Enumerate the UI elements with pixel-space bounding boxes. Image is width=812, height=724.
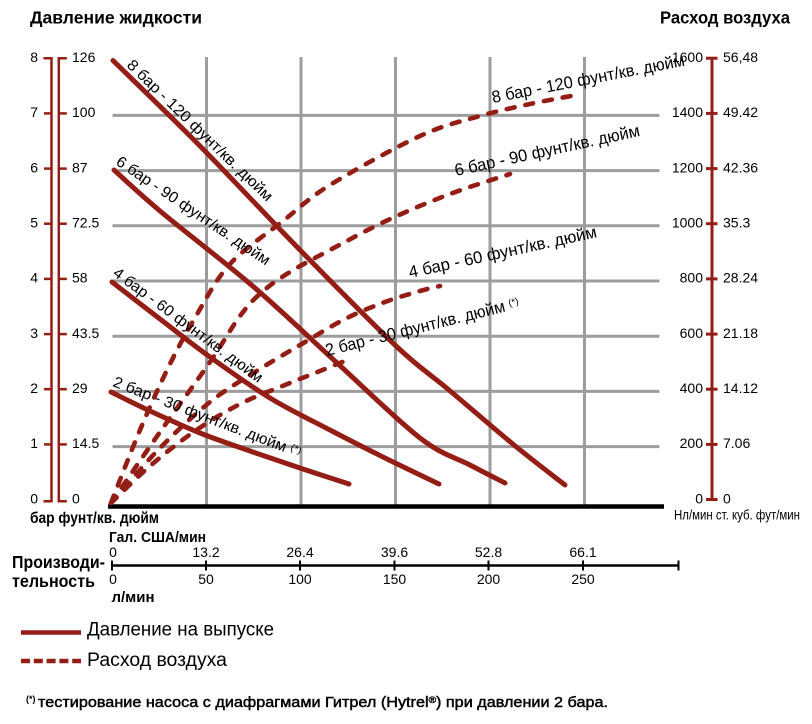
svg-text:13.2: 13.2 bbox=[192, 544, 219, 560]
svg-text:49.42: 49.42 bbox=[723, 104, 758, 120]
svg-text:56,48: 56,48 bbox=[723, 49, 758, 65]
svg-text:бар фунт/кв. дюйм: бар фунт/кв. дюйм bbox=[30, 510, 159, 527]
svg-text:28.24: 28.24 bbox=[723, 270, 758, 286]
svg-text:250: 250 bbox=[571, 571, 595, 587]
svg-text:1400: 1400 bbox=[672, 104, 703, 120]
svg-text:Гал. США/мин: Гал. США/мин bbox=[109, 530, 206, 546]
svg-text:Давление жидкости: Давление жидкости bbox=[30, 8, 202, 28]
svg-text:1600: 1600 bbox=[672, 49, 703, 65]
svg-text:800: 800 bbox=[680, 270, 704, 286]
svg-text:Расход воздуха: Расход воздуха bbox=[87, 650, 227, 671]
svg-text:14.12: 14.12 bbox=[723, 380, 758, 396]
svg-text:Давление на выпуске: Давление на выпуске bbox=[87, 620, 274, 641]
svg-text:(*): (*) bbox=[26, 694, 36, 704]
svg-text:0: 0 bbox=[695, 490, 703, 506]
svg-text:126: 126 bbox=[72, 49, 96, 65]
svg-text:42.36: 42.36 bbox=[723, 159, 758, 175]
svg-text:200: 200 bbox=[680, 435, 704, 451]
svg-text:0: 0 bbox=[30, 490, 38, 506]
svg-text:50: 50 bbox=[198, 571, 214, 587]
svg-text:Производи-: Производи- bbox=[12, 552, 105, 572]
svg-text:87: 87 bbox=[72, 159, 88, 175]
svg-text:л/мин: л/мин bbox=[112, 590, 155, 606]
svg-text:29: 29 bbox=[72, 380, 88, 396]
svg-text:35.3: 35.3 bbox=[723, 215, 750, 231]
svg-text:72.5: 72.5 bbox=[72, 215, 99, 231]
svg-text:Расход воздуха: Расход воздуха bbox=[660, 8, 790, 28]
svg-text:тельность: тельность bbox=[12, 571, 95, 591]
svg-text:43.5: 43.5 bbox=[72, 325, 99, 341]
svg-text:39.6: 39.6 bbox=[381, 544, 408, 560]
svg-text:Нл/мин ст. куб. фут/мин: Нл/мин ст. куб. фут/мин bbox=[674, 508, 800, 523]
svg-text:21.18: 21.18 bbox=[723, 325, 758, 341]
svg-text:100: 100 bbox=[288, 571, 312, 587]
svg-text:2: 2 bbox=[30, 380, 38, 396]
svg-text:7.06: 7.06 bbox=[723, 435, 750, 451]
svg-text:100: 100 bbox=[72, 104, 96, 120]
svg-text:66.1: 66.1 bbox=[569, 544, 596, 560]
svg-text:600: 600 bbox=[680, 325, 704, 341]
svg-text:7: 7 bbox=[30, 104, 38, 120]
svg-text:0: 0 bbox=[72, 490, 80, 506]
svg-text:тестирование насоса с диафрагм: тестирование насоса с диафрагмами Гитрел… bbox=[38, 695, 608, 711]
svg-text:4: 4 bbox=[30, 270, 38, 286]
svg-text:5: 5 bbox=[30, 215, 38, 231]
svg-text:8: 8 bbox=[30, 49, 38, 65]
svg-text:0: 0 bbox=[723, 490, 731, 506]
svg-text:3: 3 bbox=[30, 325, 38, 341]
svg-text:400: 400 bbox=[680, 380, 704, 396]
svg-text:1000: 1000 bbox=[672, 215, 703, 231]
svg-text:0: 0 bbox=[109, 544, 117, 560]
svg-text:58: 58 bbox=[72, 270, 88, 286]
svg-text:0: 0 bbox=[109, 571, 117, 587]
svg-text:150: 150 bbox=[383, 571, 407, 587]
svg-text:26.4: 26.4 bbox=[286, 544, 313, 560]
svg-text:6: 6 bbox=[30, 159, 38, 175]
svg-text:1200: 1200 bbox=[672, 159, 703, 175]
svg-text:14.5: 14.5 bbox=[72, 435, 99, 451]
svg-text:200: 200 bbox=[477, 571, 501, 587]
svg-text:52.8: 52.8 bbox=[475, 544, 502, 560]
svg-text:1: 1 bbox=[30, 435, 38, 451]
